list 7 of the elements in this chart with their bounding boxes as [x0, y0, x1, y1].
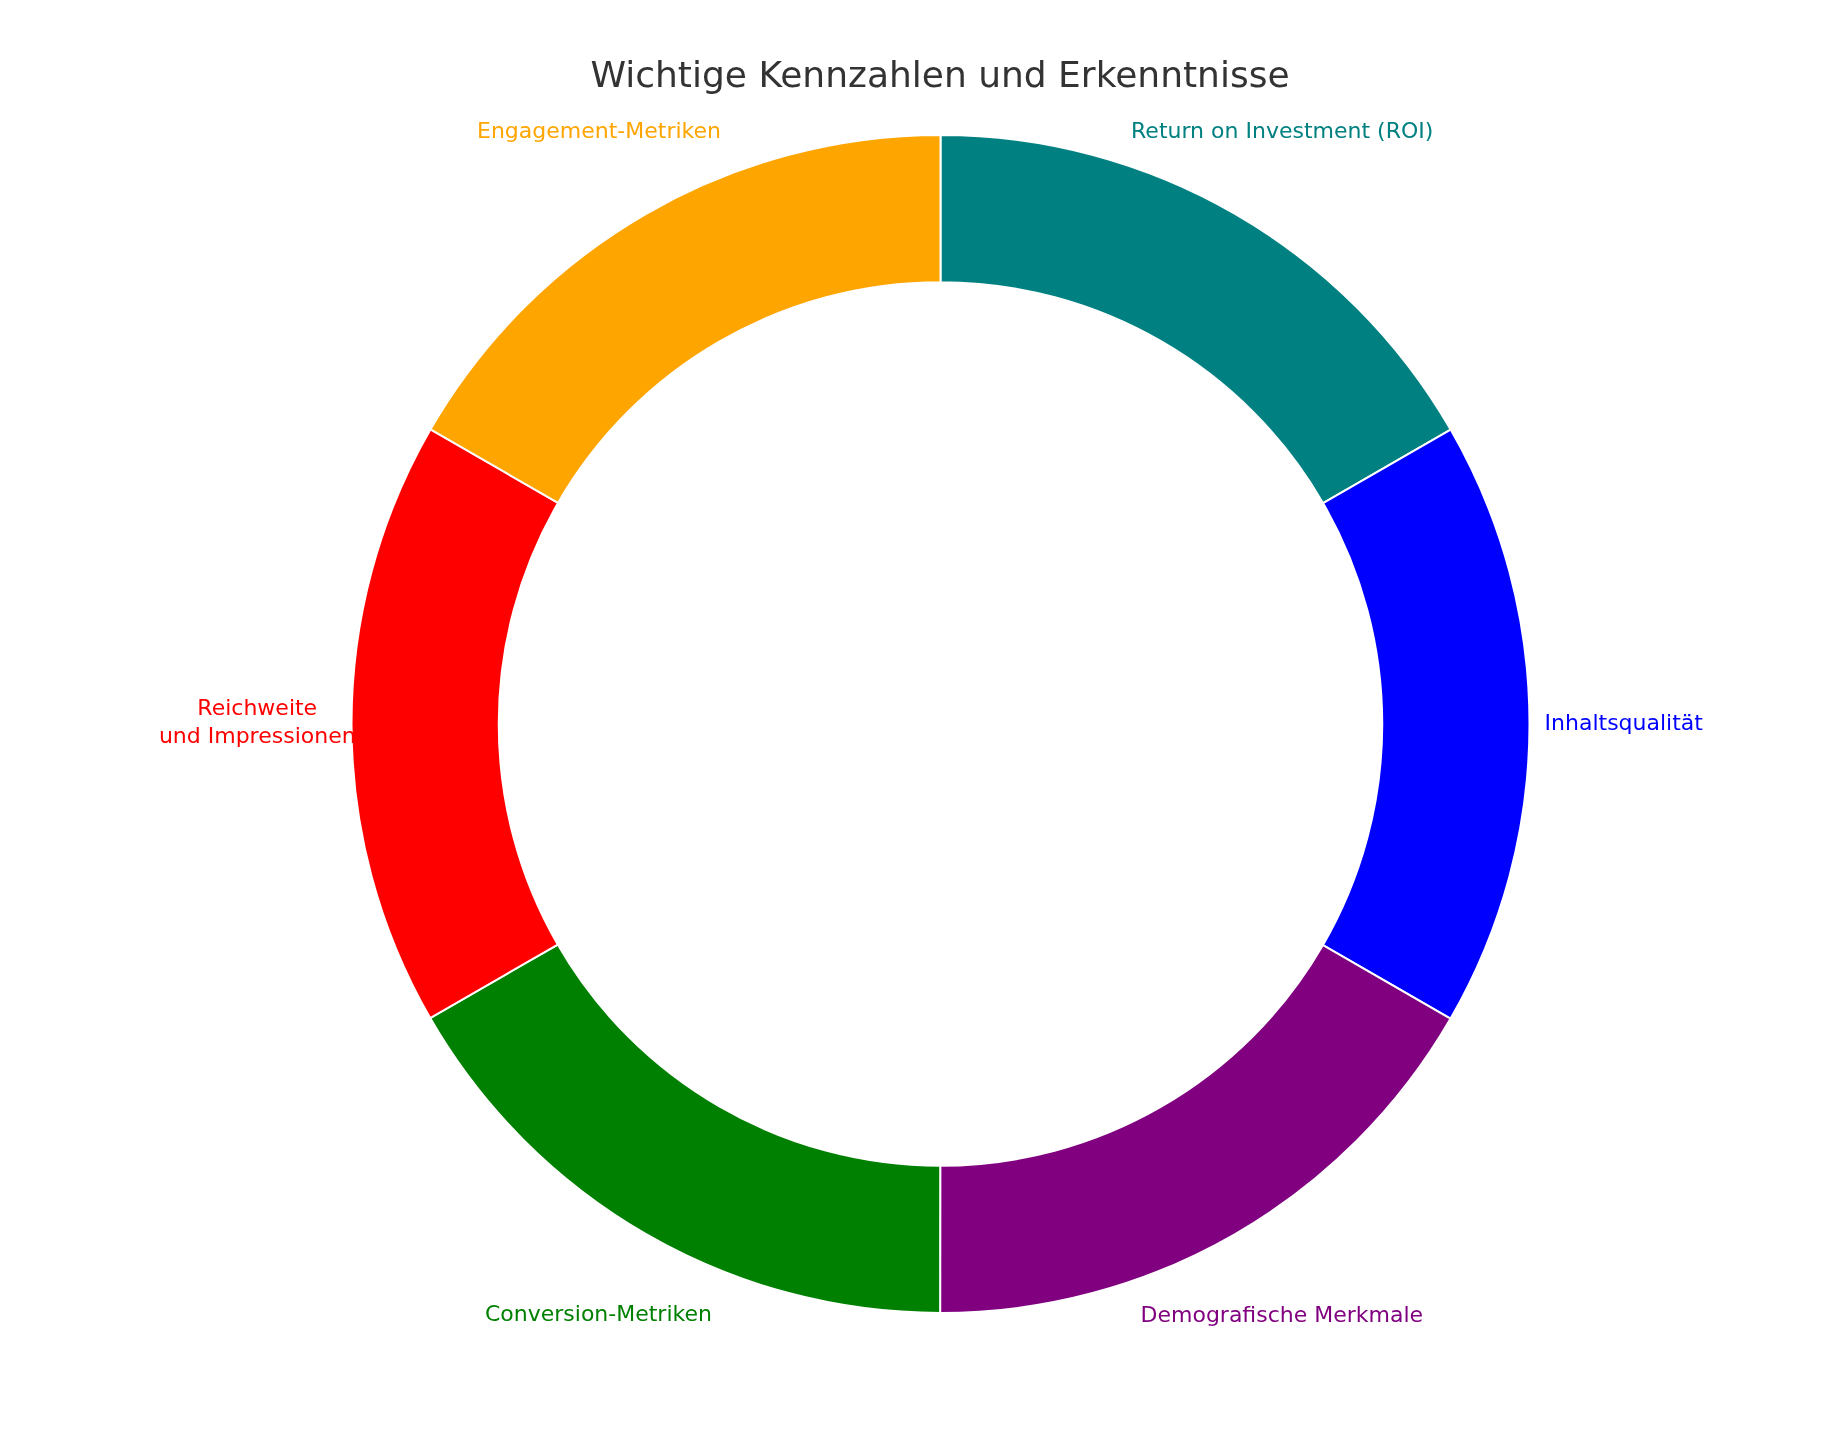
slice-label: Demografische Merkmale [1140, 1301, 1424, 1327]
slice-label: Inhaltsqualität [1544, 709, 1704, 735]
slice-label: Conversion-Metriken [484, 1301, 712, 1327]
slice-label: Return on Investment (ROI) [1131, 118, 1434, 144]
slice-label: Reichweite und Impressionen [158, 695, 356, 749]
chart-title: Wichtige Kennzahlen und Erkenntnisse [590, 54, 1290, 96]
slice-label: Engagement-Metriken [477, 117, 721, 143]
